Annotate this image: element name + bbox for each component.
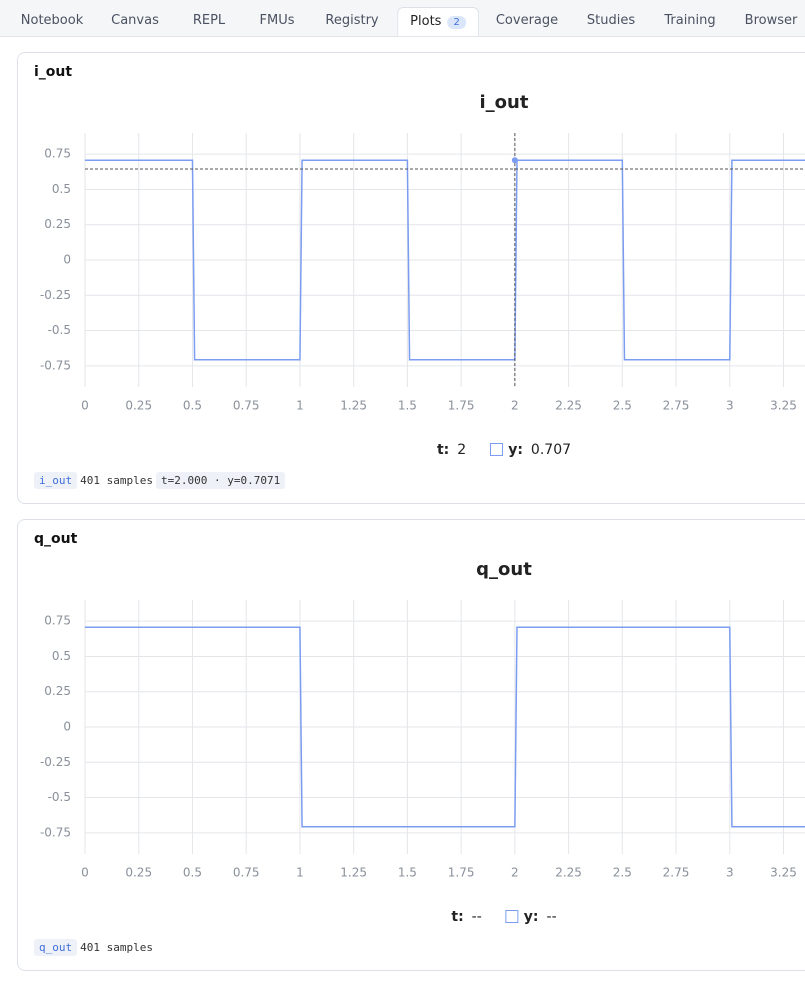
tab[interactable]: Notebook [21, 7, 83, 35]
chart-title: i_out [480, 92, 529, 113]
x-tick-label: 3.25 [770, 866, 797, 880]
x-tick-label: 1.5 [398, 399, 417, 413]
tab-bar: Notebook Canvas REPL FMUs Registry Plots 2 Cove… [0, 0, 805, 37]
x-tick-label: 1.75 [448, 399, 475, 413]
status-readout: t=2.000 · y=0.7071 [155, 472, 286, 489]
status-name: i_out [34, 472, 78, 489]
tab[interactable]: REPL [193, 7, 225, 35]
x-tick-label: 3 [726, 399, 734, 413]
legend-series-name: y: [508, 442, 523, 458]
status-bar: i_out 401 samples t=2.000 · y=0.7071 [34, 472, 286, 489]
tab[interactable]: FMUs [260, 7, 295, 35]
y-tick-label: -0.5 [48, 323, 71, 337]
chart-panel: q_out q_out -0.75 -0.5 -0.25 0 0.25 0.5 0.75 0 0.2… [17, 519, 805, 971]
y-tick-label: 0.5 [52, 182, 71, 196]
tab-label: Studies [586, 13, 636, 28]
y-tick-label: -0.75 [40, 358, 71, 372]
legend-y-value: 0.707 [530, 442, 572, 458]
legend: t: -- y: -- [451, 909, 556, 925]
x-tick-label: 2.75 [663, 866, 690, 880]
legend-swatch[interactable] [505, 910, 519, 923]
legend-series-name: y: [523, 909, 539, 925]
chart: q_out -0.75 -0.5 -0.25 0 0.25 0.5 0.75 0 0.25 0.5 0… [40, 559, 805, 880]
status-samples: 401 samples [80, 941, 153, 954]
x-tick-label: 0 [81, 399, 89, 413]
y-tick-label: 0 [63, 720, 71, 734]
tab-label: Plots [410, 14, 442, 29]
y-tick-label: 0.5 [52, 649, 71, 663]
tab-label: Coverage [495, 13, 559, 28]
x-tick-label: 0.75 [233, 399, 260, 413]
x-tick-label: 3.25 [770, 399, 797, 413]
status-bar: q_out 401 samples [34, 939, 156, 956]
y-tick-label: 0.25 [44, 684, 71, 698]
tab-label: Training [664, 13, 716, 28]
chart-title: q_out [476, 559, 532, 580]
chart: i_out -0.75 -0.5 -0.25 0 0.25 0.5 0.75 0 0.25 0.5 0… [40, 92, 805, 413]
y-tick-label: -0.25 [40, 288, 71, 302]
x-tick-label: 1 [296, 399, 304, 413]
x-tick-label: 0.5 [183, 399, 202, 413]
status-name: q_out [34, 939, 78, 956]
legend: t: 2 y: 0.707 [437, 442, 571, 458]
x-tick-label: 2.5 [613, 399, 632, 413]
x-tick-label: 2.25 [555, 399, 582, 413]
tab-label: Registry [325, 13, 379, 28]
tab-badge: 2 [447, 16, 466, 29]
tab[interactable]: Coverage [496, 7, 558, 35]
legend-y-value: -- [546, 909, 557, 925]
tab[interactable]: Studies [587, 7, 635, 35]
legend-x-value: 2 [457, 442, 467, 458]
series-line [85, 626, 805, 828]
series-line [85, 159, 805, 361]
x-tick-label: 0.25 [125, 399, 152, 413]
legend-swatch[interactable] [490, 443, 504, 456]
y-tick-label: 0.75 [44, 614, 71, 628]
tab[interactable]: Browser [745, 7, 798, 35]
x-tick-label: 2.75 [663, 399, 690, 413]
x-tick-label: 1.25 [340, 399, 367, 413]
tab[interactable]: Registry [325, 7, 378, 35]
y-tick-label: 0.25 [44, 217, 71, 231]
y-tick-label: -0.5 [48, 790, 71, 804]
x-tick-label: 2.5 [613, 866, 632, 880]
x-tick-label: 0.75 [233, 866, 260, 880]
y-tick-label: -0.25 [40, 755, 71, 769]
x-tick-label: 2 [511, 399, 519, 413]
x-tick-label: 1.25 [340, 866, 367, 880]
x-tick-label: 0 [81, 866, 89, 880]
panel-title: i_out [34, 64, 73, 80]
y-tick-label: -0.75 [40, 825, 71, 839]
tab-label: FMUs [259, 13, 295, 28]
legend-x-name: t: [451, 909, 464, 925]
x-tick-label: 1.5 [398, 866, 417, 880]
x-tick-label: 1 [296, 866, 304, 880]
chart-panel: i_out i_out -0.75 -0.5 -0.25 0 0.25 0.5 0.75 0 0.2… [17, 52, 805, 504]
x-tick-label: 1.75 [448, 866, 475, 880]
tab-label: Browser [744, 13, 798, 28]
x-tick-label: 0.25 [125, 866, 152, 880]
panel-title: q_out [34, 531, 78, 547]
tab[interactable]: Canvas [111, 7, 159, 35]
legend-x-name: t: [436, 442, 450, 458]
tab[interactable]: Plots 2 [397, 7, 479, 36]
tab[interactable]: Training [664, 7, 715, 35]
x-tick-label: 0.5 [183, 866, 202, 880]
x-tick-label: 3 [726, 866, 734, 880]
cursor-point [511, 157, 518, 164]
x-tick-label: 2.25 [555, 866, 582, 880]
x-tick-label: 2 [511, 866, 519, 880]
legend-x-value: -- [471, 909, 482, 925]
tab-label: Canvas [111, 13, 159, 28]
tab-label: REPL [192, 13, 226, 28]
y-tick-label: 0 [63, 253, 71, 267]
tab-label: Notebook [20, 13, 84, 28]
status-samples: 401 samples [80, 474, 153, 487]
y-tick-label: 0.75 [44, 147, 71, 161]
